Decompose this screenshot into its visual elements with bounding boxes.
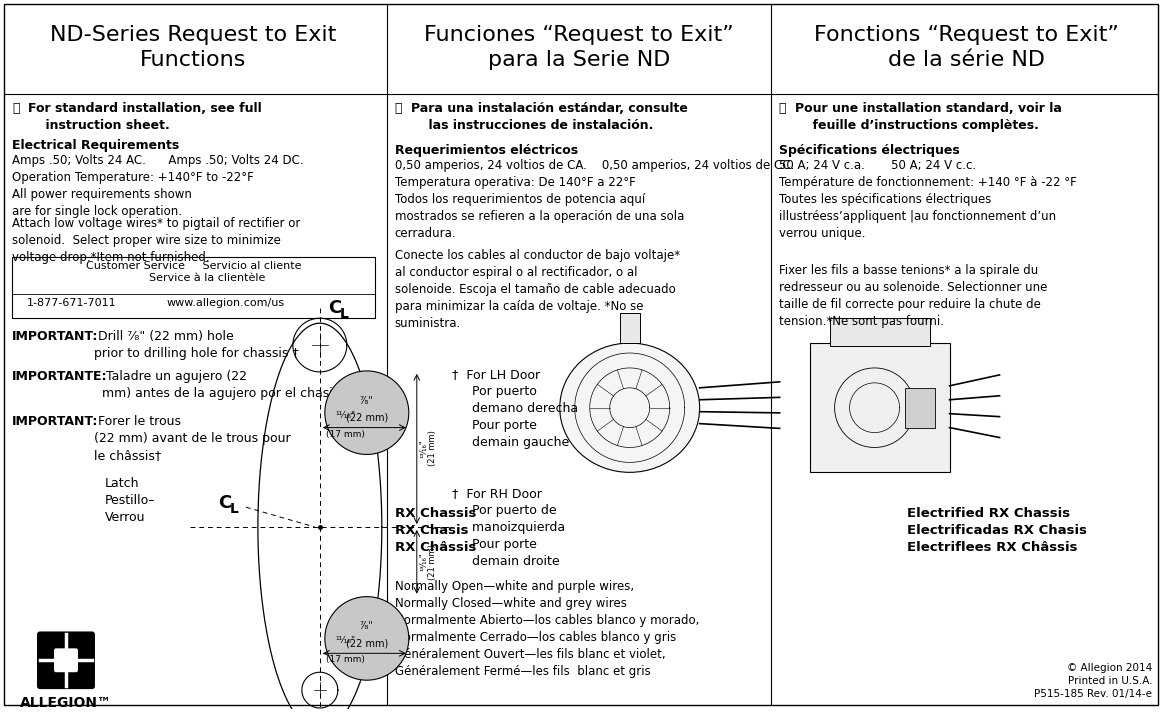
Text: IMPORTANT:: IMPORTANT: (12, 330, 99, 343)
Text: Customer Service     Servicio al cliente
        Service à la clientèle: Customer Service Servicio al cliente Ser… (86, 260, 301, 283)
Text: www.allegion.com/us: www.allegion.com/us (167, 298, 285, 308)
Bar (829, 318, 929, 346)
Text: ¹¹⁄₁₆": ¹¹⁄₁₆" (336, 411, 356, 420)
Text: (22 mm): (22 mm) (345, 413, 388, 423)
Text: ND-Series Request to Exit
Functions: ND-Series Request to Exit Functions (50, 26, 336, 70)
Text: †  For RH Door
     Por puerto de
     manoizquierda
     Pour porte
     demain: † For RH Door Por puerto de manoizquierd… (451, 487, 565, 568)
Text: ⁷⁄₈": ⁷⁄₈" (359, 396, 373, 406)
Text: ⓘ: ⓘ (394, 103, 402, 116)
Text: (21 mm): (21 mm) (428, 431, 437, 466)
Bar (809, 343, 949, 472)
Text: Conecte los cables al conductor de bajo voltaje*
al conductor espiral o al recti: Conecte los cables al conductor de bajo … (394, 249, 680, 329)
Text: Normally Open—white and purple wires,
Normally Closed—white and grey wires
Norma: Normally Open—white and purple wires, No… (394, 580, 699, 678)
Text: Requerimientos eléctricos: Requerimientos eléctricos (394, 144, 578, 157)
Text: Electrical Requirements: Electrical Requirements (12, 139, 179, 152)
Text: 1-877-671-7011: 1-877-671-7011 (27, 298, 116, 308)
Text: Spécifications électriques: Spécifications électriques (779, 144, 959, 157)
Text: ¹³⁄₁₆": ¹³⁄₁₆" (420, 439, 429, 458)
Text: © Allegion 2014
Printed in U.S.A.
P515-185 Rev. 01/14-e: © Allegion 2014 Printed in U.S.A. P515-1… (1034, 662, 1153, 699)
Circle shape (324, 597, 409, 680)
Text: Para una instalación estándar, consulte
    las instrucciones de instalación.: Para una instalación estándar, consulte … (411, 103, 687, 133)
Text: Latch
Pestillo–
Verrou: Latch Pestillo– Verrou (105, 477, 156, 524)
Text: C: C (217, 494, 231, 512)
Text: ¹³⁄₁₆": ¹³⁄₁₆" (420, 553, 429, 571)
Text: Fixer les fils a basse tenions* a la spirale du
redresseur ou au solenoide. Sele: Fixer les fils a basse tenions* a la spi… (779, 264, 1047, 327)
Circle shape (324, 371, 409, 454)
Bar (12, 257, 374, 318)
Text: ⓘ: ⓘ (12, 103, 20, 116)
Text: Electrified RX Chassis
Electrificadas RX Chasis
Electriflees RX Châssis: Electrified RX Chassis Electrificadas RX… (907, 507, 1086, 554)
Text: Taladre un agujero (22
mm) antes de la agujero por el chasis†: Taladre un agujero (22 mm) antes de la a… (102, 370, 345, 400)
FancyBboxPatch shape (53, 648, 78, 672)
Text: Forer le trous
(22 mm) avant de le trous pour
le châssis†: Forer le trous (22 mm) avant de le trous… (94, 415, 291, 461)
Text: Amps .50; Volts 24 AC.      Amps .50; Volts 24 DC.
Operation Temperature: +140°F: Amps .50; Volts 24 AC. Amps .50; Volts 2… (12, 154, 304, 218)
Text: ALLEGION™: ALLEGION™ (20, 696, 112, 710)
Text: (17 mm): (17 mm) (327, 429, 365, 438)
Text: ¹¹⁄₁₆": ¹¹⁄₁₆" (336, 637, 356, 645)
Text: (21 mm): (21 mm) (428, 544, 437, 580)
Text: C: C (328, 299, 341, 317)
Text: 0,50 amperios, 24 voltios de CA.    0,50 amperios, 24 voltios de CC.
Temperatura: 0,50 amperios, 24 voltios de CA. 0,50 am… (394, 159, 794, 240)
Bar (620, 313, 640, 343)
Text: 50 A; 24 V c.a.       50 A; 24 V c.c.
Température de fonctionnement: +140 °F à -: 50 A; 24 V c.a. 50 A; 24 V c.c. Températ… (779, 159, 1077, 240)
Text: L: L (340, 307, 349, 322)
FancyBboxPatch shape (37, 632, 95, 689)
Text: †  For LH Door
     Por puerto
     demano derecha
     Pour porte
     demain g: † For LH Door Por puerto demano derecha … (451, 368, 578, 449)
Text: (17 mm): (17 mm) (327, 655, 365, 665)
Text: Drill ⁷⁄₈" (22 mm) hole
prior to drilling hole for chassis †: Drill ⁷⁄₈" (22 mm) hole prior to drillin… (94, 330, 299, 360)
Text: ⁷⁄₈": ⁷⁄₈" (359, 622, 373, 632)
Ellipse shape (559, 343, 700, 472)
Text: Fonctions “Request to Exit”
de la série ND: Fonctions “Request to Exit” de la série … (814, 26, 1119, 70)
Text: Pour une installation standard, voir la
    feuille d’instructions complètes.: Pour une installation standard, voir la … (794, 103, 1062, 133)
Text: ⓘ: ⓘ (779, 103, 786, 116)
Text: IMPORTANTE:: IMPORTANTE: (12, 370, 107, 383)
Text: RX Chassis
RX Chasis
RX Châssis: RX Chassis RX Chasis RX Châssis (394, 507, 476, 554)
Text: Funciones “Request to Exit”
para la Serie ND: Funciones “Request to Exit” para la Seri… (423, 26, 734, 70)
Text: Attach low voltage wires* to pigtail of rectifier or
solenoid.  Select proper wi: Attach low voltage wires* to pigtail of … (12, 217, 300, 264)
Text: For standard installation, see full
    instruction sheet.: For standard installation, see full inst… (28, 103, 262, 133)
Text: (22 mm): (22 mm) (345, 638, 388, 648)
Bar (905, 388, 935, 428)
Text: L: L (230, 502, 238, 516)
Text: IMPORTANT:: IMPORTANT: (12, 415, 99, 428)
